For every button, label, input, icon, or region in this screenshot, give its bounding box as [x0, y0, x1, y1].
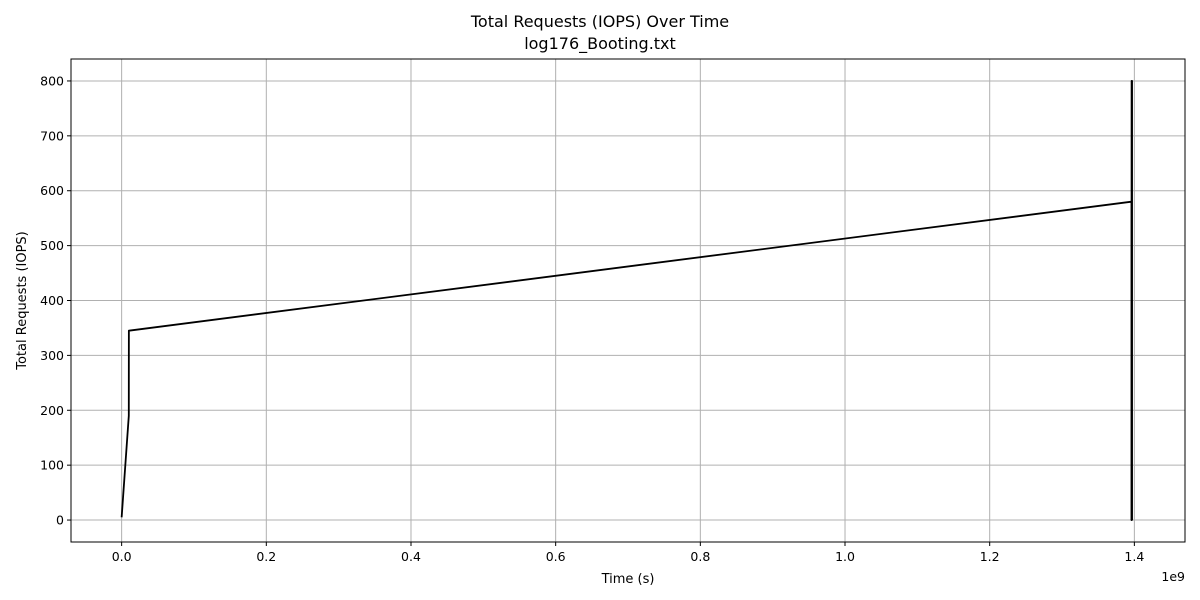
x-tick-label: 0.8 — [690, 549, 710, 564]
series-line — [120, 80, 1133, 521]
series-layer — [120, 80, 1133, 521]
y-tick-label: 700 — [40, 128, 64, 143]
y-tick-label: 100 — [40, 458, 64, 473]
ticks: 0.0 0.2 0.4 0.6 0.8 1.0 1.2 1.4 0 100 200 300 400 500… — [40, 73, 1144, 564]
x-tick-label: 0.4 — [401, 549, 421, 564]
y-tick-label: 800 — [40, 73, 64, 88]
y-tick-label: 600 — [40, 183, 64, 198]
y-tick-label: 400 — [40, 293, 64, 308]
y-tick-label: 0 — [56, 513, 64, 528]
y-axis-label: Total Requests (IOPS) — [15, 231, 30, 371]
y-tick-label: 300 — [40, 348, 64, 363]
grid — [71, 59, 1185, 542]
chart-subtitle: log176_Booting.txt — [524, 34, 676, 53]
x-axis-offset-label: 1e9 — [1161, 569, 1185, 584]
chart-title: Total Requests (IOPS) Over Time — [470, 12, 730, 31]
x-tick-label: 0.0 — [112, 549, 132, 564]
x-tick-label: 1.4 — [1124, 549, 1144, 564]
y-tick-label: 200 — [40, 403, 64, 418]
x-tick-label: 1.0 — [835, 549, 855, 564]
y-tick-label: 500 — [40, 238, 64, 253]
x-axis-label: Time (s) — [601, 572, 655, 587]
x-tick-label: 1.2 — [980, 549, 1000, 564]
x-tick-label: 0.6 — [546, 549, 566, 564]
x-tick-label: 0.2 — [256, 549, 276, 564]
